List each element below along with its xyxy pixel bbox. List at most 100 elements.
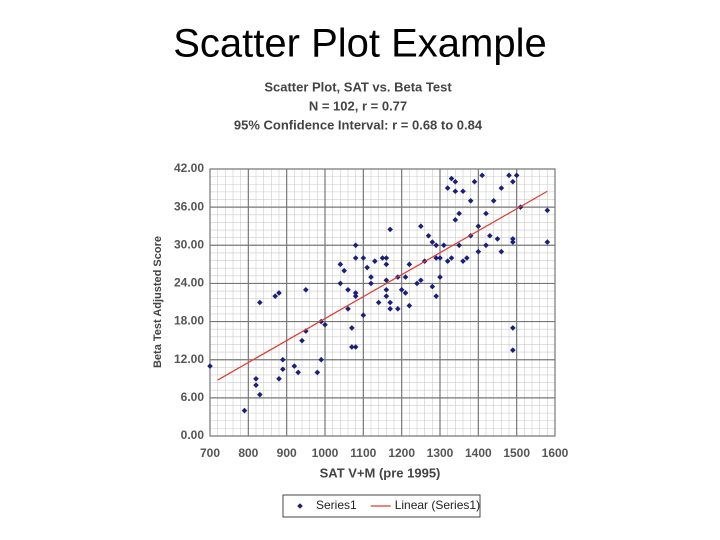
scatter-point [368,274,374,280]
scatter-point [341,267,347,274]
scatter-point [510,178,516,185]
scatter-point [276,290,282,296]
scatter-point [372,258,378,264]
page-title: Scatter Plot Example [173,22,547,66]
scatter-point [441,242,447,249]
scatter-point [352,290,359,296]
y-tick-label: 12.00 [174,352,204,366]
x-tick-label: 1000 [312,446,339,460]
scatter-point [272,293,278,299]
trend-line [217,190,548,381]
scatter-point [471,178,478,185]
scatter-point [299,337,305,344]
scatter-point [379,255,386,261]
scatter-point [429,239,436,245]
scatter-point [498,185,505,191]
scatter-point [406,261,413,268]
y-tick-label: 18.00 [174,314,204,328]
x-tick-label: 800 [238,446,258,460]
scatter-point [387,226,393,233]
scatter-point [253,375,259,382]
y-tick-label: 24.00 [174,276,204,290]
scatter-point [402,290,409,296]
scatter-point [352,293,359,299]
x-tick-label: 1400 [465,446,492,460]
scatter-point [368,280,374,287]
x-tick-label: 900 [277,446,297,460]
y-tick-label: 30.00 [174,237,204,251]
scatter-point [291,363,298,369]
scatter-point [360,255,367,261]
scatter-point [433,242,439,249]
y-tick-label: 42.00 [174,161,204,175]
scatter-point [510,347,516,353]
scatter-point [433,293,439,299]
scatter-point [448,175,455,182]
scatter-point [479,172,485,179]
chart-subtitle: 95% Confidence Interval: r = 0.68 to 0.8… [234,117,483,132]
scatter-point [490,197,497,204]
scatter-point [303,286,309,293]
scatter-point [352,242,359,249]
scatter-point [345,286,351,293]
scatter-point [318,356,324,363]
scatter-point [375,299,382,306]
scatter-point [544,239,551,245]
scatter-point [207,363,213,369]
scatter-point [303,328,309,334]
x-tick-label: 1500 [503,446,530,460]
x-axis-label: SAT V+M (pre 1995) [320,465,441,480]
scatter-point [349,325,355,331]
scatter-point [510,239,516,245]
scatter-point [437,274,443,280]
scatter-point [464,255,470,261]
x-tick-label: 1200 [388,446,415,460]
y-tick-label: 6.00 [181,390,205,404]
scatter-point [349,344,355,350]
scatter-point [494,236,501,242]
scatter-point [456,242,462,249]
scatter-point [314,369,321,376]
scatter-point [322,321,328,328]
y-tick-label: 36.00 [174,199,204,213]
scatter-point [383,255,390,261]
scatter-point [444,258,451,264]
scatter-point [345,306,351,312]
scatter-point [418,277,424,284]
scatter-point [395,306,401,312]
scatter-point [506,172,512,179]
scatter-point [425,232,432,239]
scatter-point [337,280,344,287]
scatter-point [498,248,505,255]
scatter-point [337,261,344,268]
scatter-point [513,172,520,179]
scatter-point [467,197,474,204]
scatter-point [456,210,462,217]
scatter-point [444,185,451,191]
scatter-point [487,232,493,239]
scatter-point [360,312,367,319]
scatter-point [452,217,459,223]
scatter-point [364,264,370,271]
scatter-point [352,344,359,350]
legend-label: Series1 [316,498,357,512]
scatter-point [280,366,286,373]
scatter-point [414,280,420,287]
scatter-point [257,391,263,398]
scatter-point [295,369,301,376]
scatter-point [352,255,359,261]
scatter-point [544,207,551,214]
legend-label: Linear (Series1) [395,498,480,512]
y-axis-label: Beta Test Adjusted Score [152,236,164,368]
scatter-point [437,255,443,261]
scatter-point [383,293,390,299]
scatter-point [448,255,455,261]
scatter-point [402,274,409,280]
scatter-point [383,277,390,284]
scatter-point [383,286,390,293]
scatter-point [383,261,390,268]
scatter-point [276,375,282,382]
x-tick-label: 1300 [427,446,454,460]
scatter-point [452,178,459,185]
